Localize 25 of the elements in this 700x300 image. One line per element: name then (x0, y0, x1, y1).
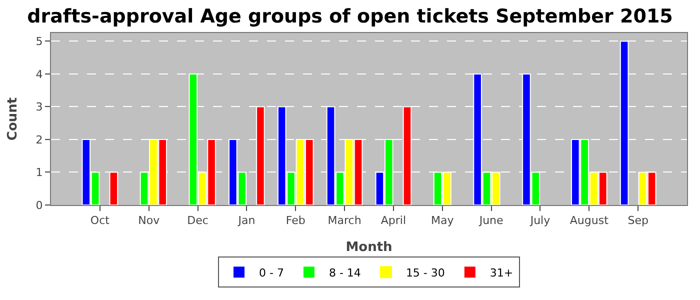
legend-label: 31+ (490, 266, 514, 280)
y-tick-label: 1 (36, 166, 43, 180)
legend-label: 0 - 7 (259, 266, 284, 280)
x-tick-label: April (380, 214, 406, 228)
x-tick-label: June (478, 214, 504, 228)
y-tick-label: 4 (36, 68, 43, 81)
x-tick-label: August (570, 214, 610, 228)
legend-label: 8 - 14 (328, 266, 361, 280)
x-axis-title: Month (346, 240, 392, 255)
x-tick-label: Dec (187, 214, 208, 228)
y-tick-label: 0 (36, 198, 43, 212)
x-tick-label: May (431, 214, 454, 228)
y-tick-label: 3 (36, 100, 43, 114)
x-tick-label: Sep (628, 214, 648, 228)
x-tick-label: Jan (237, 214, 256, 228)
y-tick-label: 5 (36, 35, 43, 48)
legend-label: 15 - 30 (406, 266, 445, 280)
y-axis-title: Count (6, 97, 21, 141)
x-tick-label: Feb (286, 214, 306, 228)
chart-title: drafts-approval Age groups of open tickets September 2015 (27, 5, 673, 28)
x-tick-label: March (328, 214, 362, 228)
x-tick-label: July (529, 214, 551, 228)
y-tick-label: 2 (36, 133, 43, 146)
x-tick-label: Nov (138, 214, 160, 228)
x-tick-label: Oct (90, 214, 110, 228)
